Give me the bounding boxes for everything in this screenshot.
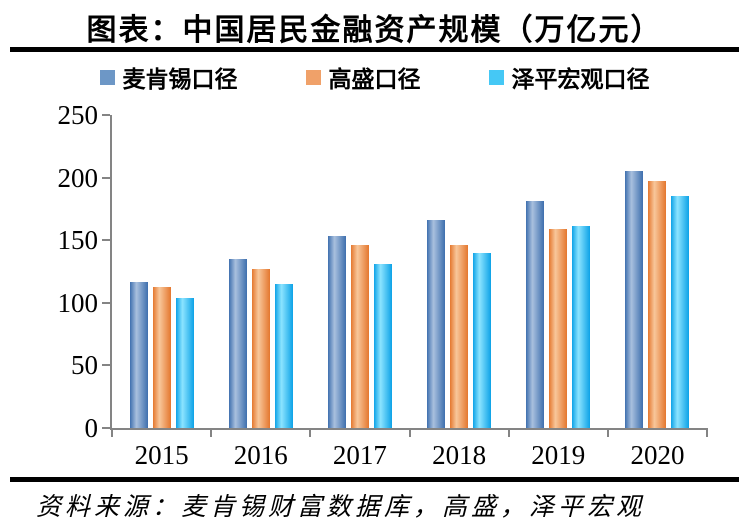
y-tick-label: 0 [84,413,99,443]
legend-item-1: 高盛口径 [305,60,421,94]
x-axis-labels: 2015 2016 2017 2018 2019 2020 [112,440,707,471]
source-divider [10,477,739,482]
y-tick-mark [102,364,110,367]
source-note: 资料来源：麦肯锡财富数据库，高盛，泽平宏观 [36,494,646,521]
bar [572,226,591,428]
x-axis-label: 2015 [134,440,189,470]
bar [251,269,270,428]
bar [648,181,667,428]
y-tick-mark [102,176,110,179]
bar [129,281,148,428]
x-axis-label: 2020 [630,440,685,470]
x-tick-mark [606,428,609,437]
bar-group-2015 [112,115,211,428]
bar [175,297,194,428]
bar [473,252,492,428]
legend: 麦肯锡口径 高盛口径 泽平宏观口径 [0,60,749,94]
x-axis-label: 2016 [233,440,288,470]
bar [427,220,446,428]
bar-group-2019 [509,115,608,428]
x-tick-mark [507,428,510,437]
bar [549,228,568,428]
x-axis-label: 2017 [332,440,387,470]
y-tick-mark [102,114,110,116]
x-tick-mark [111,428,113,437]
legend-item-2: 泽平宏观口径 [488,60,650,94]
y-tick-label: 200 [57,162,99,193]
bar [327,236,346,428]
x-tick-mark [309,428,312,437]
legend-item-0: 麦肯锡口径 [99,60,238,94]
y-tick-label: 250 [57,100,99,130]
y-tick-label: 50 [71,350,98,381]
plot-area: 0 50 100 150 200 250 2015 2016 2017 2018 2019 2020 [58,101,708,470]
bar [152,286,171,428]
x-tick-mark [210,428,213,437]
legend-swatch [305,69,321,85]
bar-groups [112,115,707,428]
legend-label: 高盛口径 [328,67,421,92]
bar-group-2020 [608,115,707,428]
legend-label: 麦肯锡口径 [122,67,238,92]
y-tick-mark [102,239,110,242]
legend-swatch [99,69,115,85]
bar [350,245,369,428]
bar [274,284,293,428]
legend-label: 泽平宏观口径 [511,67,650,92]
x-axis-label: 2019 [531,440,586,470]
x-tick-mark [706,428,708,437]
x-axis-label: 2018 [432,440,487,470]
bar-group-2016 [211,115,310,428]
y-tick-mark [102,427,110,429]
bar-group-2017 [310,115,409,428]
y-tick-mark [102,301,110,304]
bar [450,245,469,428]
bar [671,196,690,428]
bar [228,258,247,428]
bar [373,264,392,428]
x-tick-mark [408,428,411,437]
y-tick-label: 100 [57,287,99,318]
bar-group-2018 [410,115,509,428]
bar [526,201,545,428]
bar [625,171,644,428]
legend-swatch [488,69,504,85]
y-tick-label: 150 [57,225,99,256]
chart-title: 图表：中国居民金融资产规模（万亿元） [86,14,663,47]
title-divider [10,47,739,52]
